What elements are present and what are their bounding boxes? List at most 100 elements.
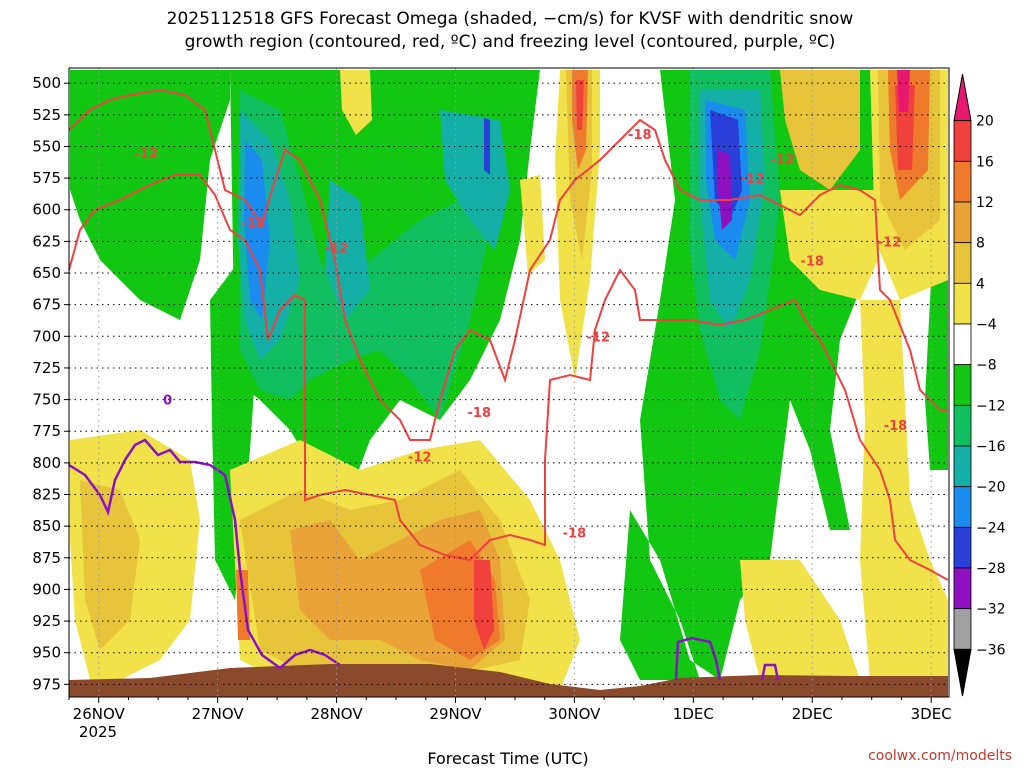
dgz-contour-label: -18	[563, 526, 587, 541]
plot-area: -12 -18 -12 -18 -12 -18 -12 -18 -12 -18 -12 -18 -12 0	[68, 67, 950, 698]
y-tick-label: 875	[32, 549, 61, 567]
colorbar-label: 16	[976, 154, 994, 170]
dgz-contour-upper	[68, 88, 948, 441]
omega-region	[440, 110, 510, 250]
colorbar-label: −12	[976, 398, 1006, 414]
chart-title-line2: growth region (contoured, red, ºC) and f…	[185, 32, 836, 52]
colorbar-label: 12	[976, 195, 994, 211]
colorbar-swatch	[953, 364, 972, 406]
dgz-contour-label: -18	[468, 406, 492, 421]
x-tick-label: 1DEC	[673, 705, 714, 723]
omega-region	[340, 70, 372, 135]
x-tick-label: 26NOV	[73, 705, 126, 723]
colorbar-label: −8	[976, 358, 997, 374]
y-tick-label: 575	[32, 169, 61, 187]
omega-region	[780, 70, 860, 190]
dgz-contour-label: -18	[884, 419, 908, 434]
y-tick-label: 950	[32, 644, 61, 662]
freezing-contour-dec1	[674, 636, 722, 681]
dgz-contour-label: -12	[408, 451, 432, 466]
omega-region	[780, 190, 880, 300]
plot-frame	[68, 67, 950, 698]
colorbar-swatch	[953, 323, 972, 366]
grid-lines	[69, 68, 949, 697]
dgz-contours	[68, 88, 949, 581]
colorbar-swatch	[953, 160, 972, 203]
omega-region	[70, 70, 230, 320]
omega-region	[474, 560, 494, 650]
x-axis-label: Forecast Time (UTC)	[427, 749, 588, 768]
omega-shading	[70, 70, 948, 690]
omega-region	[325, 180, 370, 320]
dgz-contour-lower	[68, 174, 949, 581]
colorbar-label: −36	[976, 642, 1006, 658]
colorbar-swatch	[953, 445, 972, 488]
dgz-contour-label: -12	[771, 153, 795, 168]
y-axis: 500 525 550 575 600 625 650 675 700 725 750 775 800 8…	[32, 74, 69, 693]
x-axis: 26NOV 27NOV 28NOV 29NOV 30NOV 1DEC 2DEC 3DEC	[68, 697, 952, 723]
y-tick-label: 650	[32, 264, 61, 282]
y-tick-label: 725	[32, 359, 61, 377]
omega-region	[718, 150, 732, 230]
chart-title-line1: 2025112518 GFS Forecast Omega (shaded, −…	[167, 9, 854, 29]
y-tick-label: 625	[32, 232, 61, 250]
y-tick-label: 600	[32, 201, 61, 219]
omega-region	[576, 80, 584, 130]
dgz-contour-label: -12	[135, 147, 159, 162]
x-tick-label: 3DEC	[911, 705, 952, 723]
colorbar-label: −24	[976, 520, 1006, 536]
y-tick-label: 550	[32, 137, 61, 155]
x-tick-label: 29NOV	[429, 705, 482, 723]
colorbar-cap-bottom	[953, 648, 972, 697]
colorbar-swatch	[953, 120, 972, 162]
y-tick-label: 825	[32, 486, 61, 504]
omega-region	[520, 175, 545, 275]
colorbar-label: −4	[976, 317, 997, 333]
dgz-contour-label: -12	[741, 172, 765, 187]
y-tick-label: 750	[32, 391, 61, 409]
y-tick-label: 975	[32, 675, 61, 693]
x-tick-label: 27NOV	[192, 705, 245, 723]
freezing-contour-label: 0	[163, 394, 172, 409]
dgz-contour-label: -12	[878, 235, 902, 250]
x-tick-label: 30NOV	[548, 705, 601, 723]
dgz-contour-label: -18	[800, 254, 824, 269]
dgz-contour-label: -18	[628, 128, 652, 143]
colorbar-label: −32	[976, 602, 1006, 618]
colorbar-cap-top	[953, 73, 972, 122]
contour-labels: -12 -18 -12 -18 -12 -18 -12 -18 -12 -18 -12 -18 -12 0	[135, 128, 908, 542]
credit-text: coolwx.com/modelts	[868, 748, 1012, 764]
y-tick-label: 850	[32, 517, 61, 535]
terrain-surface	[69, 664, 948, 697]
omega-region	[860, 300, 948, 680]
dgz-contour-label: -12	[325, 242, 349, 257]
colorbar-swatch	[953, 282, 972, 325]
y-tick-label: 525	[32, 106, 61, 124]
omega-region	[897, 70, 910, 112]
y-tick-label: 675	[32, 296, 61, 314]
x-axis-year: 2025	[79, 723, 117, 741]
y-tick-label: 500	[32, 74, 61, 92]
colorbar-swatch	[953, 201, 972, 244]
colorbar-label: 4	[976, 276, 985, 292]
y-tick-label: 800	[32, 454, 61, 472]
freezing-contour-arc	[279, 648, 341, 669]
omega-region	[240, 90, 490, 420]
y-tick-label: 700	[32, 327, 61, 345]
y-tick-label: 925	[32, 612, 61, 630]
y-tick-label: 900	[32, 580, 61, 598]
colorbar-swatch	[953, 567, 972, 610]
colorbar-label: 8	[976, 236, 985, 252]
omega-region	[740, 560, 860, 680]
dgz-contour-label: -18	[242, 216, 266, 231]
colorbar-swatch	[953, 486, 972, 528]
colorbar-label: −20	[976, 480, 1006, 496]
freezing-contour-main	[68, 438, 281, 670]
colorbar-label: 20	[976, 114, 994, 130]
colorbar-swatch	[953, 242, 972, 284]
colorbar-swatch	[953, 526, 972, 569]
omega-region	[244, 140, 270, 320]
colorbar-swatch	[953, 404, 972, 447]
y-tick-label: 775	[32, 422, 61, 440]
